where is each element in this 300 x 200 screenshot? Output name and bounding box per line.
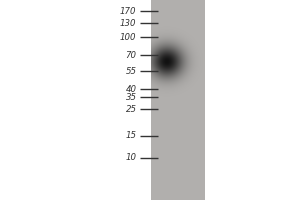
Text: 130: 130 bbox=[120, 19, 136, 27]
Text: 100: 100 bbox=[120, 32, 136, 42]
Text: 35: 35 bbox=[125, 92, 136, 102]
Text: 40: 40 bbox=[125, 84, 136, 94]
Text: 25: 25 bbox=[125, 105, 136, 114]
Text: 15: 15 bbox=[125, 132, 136, 140]
Text: 10: 10 bbox=[125, 154, 136, 162]
Text: 170: 170 bbox=[120, 6, 136, 16]
Text: 70: 70 bbox=[125, 50, 136, 60]
Text: 55: 55 bbox=[125, 66, 136, 75]
